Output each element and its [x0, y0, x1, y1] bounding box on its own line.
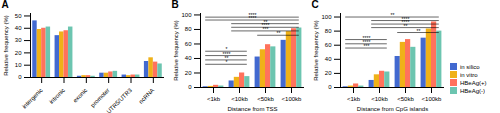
- svg-text:intergenic: intergenic: [21, 87, 44, 110]
- svg-text:50: 50: [15, 13, 22, 19]
- svg-text:Relative frequency (%): Relative frequency (%): [3, 15, 9, 76]
- svg-text:60: 60: [185, 41, 192, 47]
- svg-text:**: **: [391, 12, 395, 18]
- svg-text:promoter: promoter: [90, 87, 111, 108]
- svg-text:Relative frequency (%): Relative frequency (%): [313, 20, 319, 81]
- svg-text:80: 80: [325, 28, 332, 34]
- svg-text:<10kb: <10kb: [371, 96, 388, 102]
- svg-text:40: 40: [325, 56, 332, 62]
- svg-text:<1kb: <1kb: [347, 96, 361, 102]
- svg-text:80: 80: [185, 26, 192, 32]
- svg-text:10: 10: [15, 62, 22, 68]
- svg-text:***: ***: [364, 43, 370, 49]
- svg-text:0: 0: [328, 84, 332, 90]
- svg-text:20: 20: [325, 70, 332, 76]
- svg-text:*: *: [226, 59, 228, 65]
- svg-text:60: 60: [325, 42, 332, 48]
- svg-text:0: 0: [188, 84, 192, 90]
- html-text:HBeAg(-): HBeAg(-): [460, 87, 485, 94]
- html-text:in vitro: in vitro: [460, 71, 478, 78]
- svg-text:<10kb: <10kb: [231, 96, 248, 102]
- svg-text:<1kb: <1kb: [207, 96, 221, 102]
- svg-text:**: **: [404, 23, 408, 29]
- svg-text:20: 20: [15, 50, 22, 56]
- svg-text:intronic: intronic: [48, 87, 66, 105]
- svg-text:40: 40: [15, 25, 22, 31]
- svg-text:****: ****: [249, 15, 257, 21]
- svg-text:**: **: [417, 28, 421, 34]
- svg-text:B: B: [172, 0, 179, 10]
- svg-text:exonic: exonic: [72, 87, 89, 104]
- svg-text:Distance from CpG islands: Distance from CpG islands: [357, 106, 428, 112]
- svg-text:<50kb: <50kb: [397, 96, 414, 102]
- svg-text:UTR5/UTR3: UTR5/UTR3: [105, 87, 133, 113]
- svg-text:ncRNA: ncRNA: [138, 87, 156, 105]
- html-text:HBeAg(+): HBeAg(+): [460, 79, 487, 86]
- svg-text:C: C: [312, 0, 319, 10]
- svg-text:0: 0: [18, 74, 22, 80]
- svg-text:Relative frequency (%): Relative frequency (%): [173, 20, 179, 81]
- svg-text:100: 100: [321, 14, 332, 20]
- svg-text:40: 40: [185, 55, 192, 61]
- svg-text:20: 20: [185, 70, 192, 76]
- svg-text:30: 30: [15, 37, 22, 43]
- svg-text:**: **: [277, 30, 281, 36]
- svg-text:A: A: [2, 0, 9, 10]
- svg-text:***: ***: [263, 26, 269, 32]
- svg-text:<100kb: <100kb: [282, 96, 303, 102]
- svg-text:Distance from TSS: Distance from TSS: [227, 106, 277, 112]
- svg-text:<100kb: <100kb: [422, 96, 443, 102]
- html-text:in silico: in silico: [460, 63, 480, 70]
- svg-text:<50kb: <50kb: [257, 96, 274, 102]
- svg-text:100: 100: [181, 12, 192, 18]
